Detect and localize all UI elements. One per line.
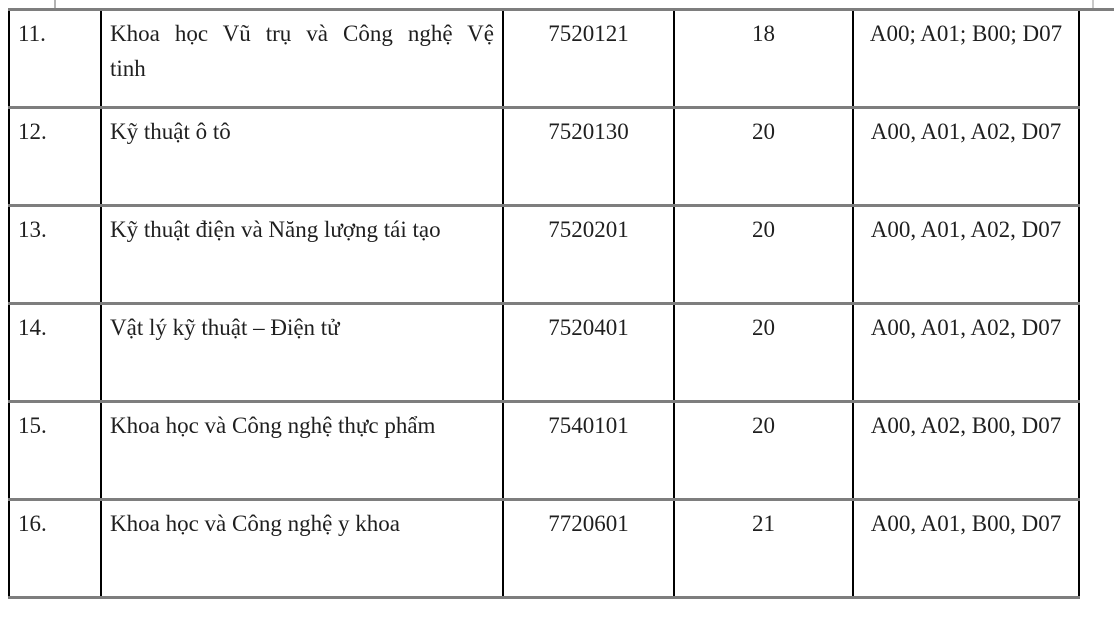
benchmark-score-cell: 20 — [674, 401, 854, 501]
benchmark-score-cell: 20 — [674, 303, 854, 403]
program-code-cell: 7540101 — [503, 401, 675, 501]
subject-combination-cell: A00, A01, A02, D07 — [853, 205, 1080, 305]
benchmark-score-cell: 20 — [674, 205, 854, 305]
program-name-cell: Khoa học Vũ trụ và Công nghệ Vệ tinh — [101, 9, 504, 109]
subject-combination-cell: A00; A01; B00; D07 — [853, 9, 1080, 109]
table-row: 15. Khoa học và Công nghệ thực phẩm 7540… — [9, 401, 1080, 501]
table-row: 14. Vật lý kỹ thuật – Điện tử 7520401 20… — [9, 303, 1080, 403]
row-number-cell: 13. — [9, 205, 102, 305]
program-name-cell: Vật lý kỹ thuật – Điện tử — [101, 303, 504, 403]
program-name-cell: Kỹ thuật ô tô — [101, 107, 504, 207]
program-code-cell: 7520201 — [503, 205, 675, 305]
row-number-cell: 11. — [9, 9, 102, 109]
benchmark-score-cell: 18 — [674, 9, 854, 109]
subject-combination-cell: A00, A01, B00, D07 — [853, 499, 1080, 599]
subject-combination-cell: A00, A01, A02, D07 — [853, 303, 1080, 403]
crop-artifact-line — [1092, 0, 1094, 9]
program-code-cell: 7720601 — [503, 499, 675, 599]
program-code-cell: 7520401 — [503, 303, 675, 403]
row-number-cell: 16. — [9, 499, 102, 599]
table-row: 12. Kỹ thuật ô tô 7520130 20 A00, A01, A… — [9, 107, 1080, 207]
row-number-cell: 14. — [9, 303, 102, 403]
subject-combination-cell: A00, A02, B00, D07 — [853, 401, 1080, 501]
table-row: 16. Khoa học và Công nghệ y khoa 7720601… — [9, 499, 1080, 599]
table-row: 13. Kỹ thuật điện và Năng lượng tái tạo … — [9, 205, 1080, 305]
table-row: 11. Khoa học Vũ trụ và Công nghệ Vệ tinh… — [9, 9, 1080, 109]
program-code-cell: 7520130 — [503, 107, 675, 207]
row-number-cell: 15. — [9, 401, 102, 501]
program-name-cell: Kỹ thuật điện và Năng lượng tái tạo — [101, 205, 504, 305]
benchmark-score-cell: 20 — [674, 107, 854, 207]
admissions-table: 11. Khoa học Vũ trụ và Công nghệ Vệ tinh… — [8, 8, 1080, 599]
admissions-table-body: 11. Khoa học Vũ trụ và Công nghệ Vệ tinh… — [9, 9, 1080, 599]
subject-combination-cell: A00, A01, A02, D07 — [853, 107, 1080, 207]
program-code-cell: 7520121 — [503, 9, 675, 109]
program-name-cell: Khoa học và Công nghệ thực phẩm — [101, 401, 504, 501]
crop-artifact-line — [54, 0, 56, 9]
row-number-cell: 12. — [9, 107, 102, 207]
crop-artifact-line — [1078, 8, 1114, 11]
program-name-cell: Khoa học và Công nghệ y khoa — [101, 499, 504, 599]
benchmark-score-cell: 21 — [674, 499, 854, 599]
